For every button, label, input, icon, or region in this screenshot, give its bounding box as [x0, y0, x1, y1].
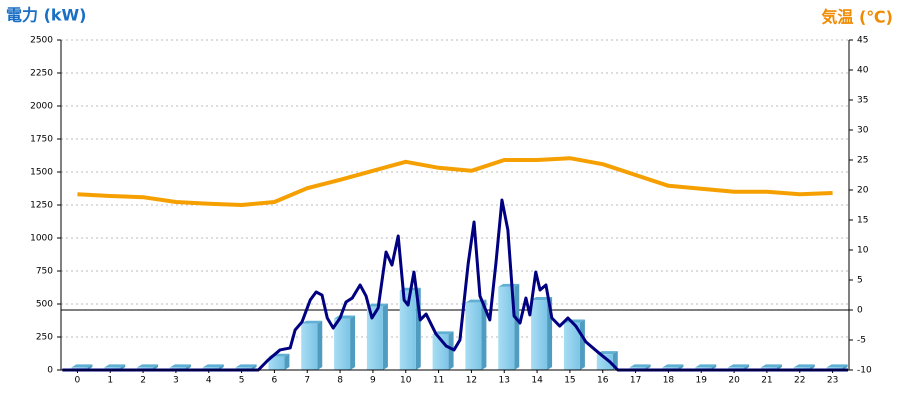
bar-face — [334, 318, 351, 370]
y-tick-label: 2500 — [30, 36, 53, 46]
bar-face — [531, 300, 548, 370]
bar-face — [317, 320, 323, 370]
x-tick-label: 13 — [499, 376, 510, 386]
bar-face — [137, 364, 159, 368]
bar-face — [104, 364, 126, 368]
bar-face — [268, 356, 285, 370]
bar-face — [71, 364, 93, 368]
y-tick-label: 2000 — [30, 102, 53, 112]
bar-face — [481, 299, 487, 370]
bar-face — [284, 353, 290, 370]
x-tick-label: 1 — [107, 376, 113, 386]
bar-face — [301, 320, 323, 324]
bar-face — [514, 283, 520, 370]
x-tick-label: 2 — [140, 376, 146, 386]
y2-tick-label: 0 — [857, 306, 863, 316]
y-tick-label: 500 — [36, 300, 53, 310]
bar-face — [563, 322, 580, 370]
bar-face — [596, 351, 618, 355]
bar-face — [695, 364, 717, 368]
x-tick-label: 9 — [370, 376, 376, 386]
y2-tick-label: -10 — [857, 366, 872, 376]
bar — [366, 303, 388, 370]
bar-face — [202, 364, 224, 368]
bar — [334, 315, 356, 370]
bar-face — [498, 283, 520, 287]
bar — [301, 320, 323, 370]
x-tick-label: 20 — [728, 376, 740, 386]
y2-tick-label: 5 — [857, 276, 863, 286]
bar-face — [382, 303, 388, 370]
x-tick-label: 12 — [466, 376, 477, 386]
x-tick-label: 10 — [400, 376, 412, 386]
bar-face — [465, 302, 482, 370]
x-tick-label: 18 — [663, 376, 675, 386]
y-tick-label: 2250 — [30, 69, 53, 79]
y2-tick-label: 20 — [857, 186, 869, 196]
y2-tick-label: 10 — [857, 246, 869, 256]
x-tick-label: 7 — [304, 376, 310, 386]
bar-face — [793, 364, 815, 368]
x-tick-label: 11 — [433, 376, 444, 386]
bar — [465, 299, 487, 370]
x-tick-label: 6 — [272, 376, 278, 386]
bar-face — [235, 364, 257, 368]
bar-face — [728, 364, 750, 368]
y2-tick-label: 25 — [857, 156, 868, 166]
y2-tick-label: -5 — [857, 336, 866, 346]
bar-face — [399, 290, 416, 370]
bar-face — [826, 364, 848, 368]
x-tick-label: 15 — [564, 376, 575, 386]
x-tick-label: 17 — [630, 376, 641, 386]
line — [77, 156, 833, 207]
y2-tick-label: 30 — [857, 126, 869, 136]
y-tick-label: 250 — [36, 333, 53, 343]
y-tick-label: 750 — [36, 267, 53, 277]
bar-face — [432, 331, 454, 335]
bar — [268, 353, 290, 370]
y-axis-title: 電力 (kW) — [6, 6, 87, 25]
bar — [432, 331, 454, 370]
bar — [563, 319, 585, 370]
line — [62, 198, 849, 372]
x-tick-label: 8 — [337, 376, 343, 386]
y-tick-label: 1250 — [30, 201, 53, 211]
x-tick-label: 22 — [794, 376, 805, 386]
y-tick-label: 1750 — [30, 135, 53, 145]
bar-face — [760, 364, 782, 368]
x-tick-label: 19 — [696, 376, 708, 386]
bar-face — [350, 315, 356, 370]
bar-face — [629, 364, 651, 368]
bar-face — [662, 364, 684, 368]
x-tick-label: 16 — [597, 376, 609, 386]
y2-tick-label: 40 — [857, 66, 869, 76]
bar-face — [596, 354, 613, 370]
bar-face — [169, 364, 191, 368]
y2-tick-label: 35 — [857, 96, 868, 106]
y-tick-label: 0 — [47, 366, 53, 376]
y2-tick-label: 45 — [857, 36, 868, 46]
x-tick-label: 23 — [827, 376, 838, 386]
y-tick-label: 1500 — [30, 168, 53, 178]
y-tick-label: 1000 — [30, 234, 53, 244]
x-tick-label: 4 — [206, 376, 212, 386]
bar-face — [301, 323, 318, 370]
y2-tick-label: 15 — [857, 216, 868, 226]
x-tick-label: 3 — [173, 376, 179, 386]
x-tick-label: 5 — [239, 376, 245, 386]
bar-face — [579, 319, 585, 370]
x-tick-label: 21 — [761, 376, 772, 386]
x-tick-label: 14 — [531, 376, 543, 386]
bar — [498, 283, 520, 370]
bar-face — [366, 306, 383, 370]
bar-face — [498, 286, 515, 370]
x-tick-label: 0 — [75, 376, 81, 386]
y2-axis-title: 気温 (℃) — [821, 8, 893, 27]
bar-face — [448, 331, 454, 370]
